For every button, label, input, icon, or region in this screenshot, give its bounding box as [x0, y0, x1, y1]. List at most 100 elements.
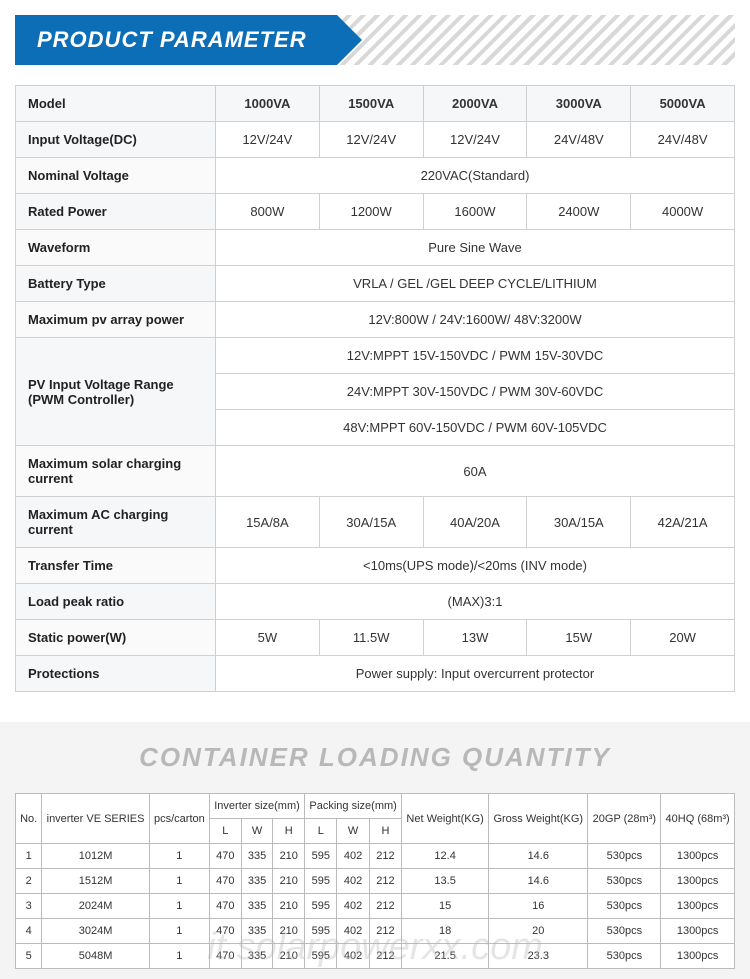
- spec-table: Model 1000VA 1500VA 2000VA 3000VA 5000VA…: [15, 85, 735, 692]
- loading-cell: 530pcs: [588, 944, 661, 969]
- loading-cell: 595: [305, 844, 337, 869]
- load-sub: L: [305, 819, 337, 844]
- spec-row-label: Waveform: [16, 230, 216, 266]
- loading-cell: 210: [273, 869, 305, 894]
- load-h-packsize: Packing size(mm): [305, 794, 402, 819]
- load-h-pcs: pcs/carton: [149, 794, 209, 844]
- spec-row-label: Static power(W): [16, 620, 216, 656]
- load-sub: W: [337, 819, 369, 844]
- spec-cell: 12V/24V: [319, 122, 423, 158]
- spec-cell: 4000W: [631, 194, 735, 230]
- spec-row-label: Maximum pv array power: [16, 302, 216, 338]
- loading-cell: 16: [489, 894, 588, 919]
- loading-cell: 1012M: [42, 844, 150, 869]
- spec-body: Input Voltage(DC)12V/24V12V/24V12V/24V24…: [16, 122, 735, 692]
- loading-cell: 13.5: [402, 869, 489, 894]
- loading-cell: 1: [149, 844, 209, 869]
- loading-cell: 21.5: [402, 944, 489, 969]
- loading-cell: 530pcs: [588, 894, 661, 919]
- spec-row-label: Maximum AC charging current: [16, 497, 216, 548]
- spec-cell-span: 60A: [216, 446, 735, 497]
- spec-header-col: 3000VA: [527, 86, 631, 122]
- spec-row: Input Voltage(DC)12V/24V12V/24V12V/24V24…: [16, 122, 735, 158]
- spec-header-model: Model: [16, 86, 216, 122]
- header-title-2: CONTAINER LOADING QUANTITY: [15, 742, 735, 773]
- loading-cell: 530pcs: [588, 844, 661, 869]
- spec-cell-span: 12V:MPPT 15V-150VDC / PWM 15V-30VDC: [216, 338, 735, 374]
- loading-cell: 402: [337, 844, 369, 869]
- spec-row: WaveformPure Sine Wave: [16, 230, 735, 266]
- spec-row: Maximum solar charging current60A: [16, 446, 735, 497]
- loading-cell: 12.4: [402, 844, 489, 869]
- loading-cell: 1: [149, 919, 209, 944]
- spec-cell: 15W: [527, 620, 631, 656]
- loading-cell: 5048M: [42, 944, 150, 969]
- load-h-20gp: 20GP (28m³): [588, 794, 661, 844]
- loading-cell: 4: [16, 919, 42, 944]
- loading-cell: 210: [273, 894, 305, 919]
- loading-cell: 23.3: [489, 944, 588, 969]
- spec-cell: 24V/48V: [527, 122, 631, 158]
- spec-row-label: Load peak ratio: [16, 584, 216, 620]
- spec-cell: 30A/15A: [319, 497, 423, 548]
- spec-cell: 24V/48V: [631, 122, 735, 158]
- loading-cell: 5: [16, 944, 42, 969]
- loading-cell: 470: [209, 919, 241, 944]
- loading-cell: 335: [241, 944, 273, 969]
- loading-cell: 212: [369, 869, 401, 894]
- spec-header-col: 1500VA: [319, 86, 423, 122]
- spec-row-label: Battery Type: [16, 266, 216, 302]
- load-h-series: inverter VE SERIES: [42, 794, 150, 844]
- loading-cell: 335: [241, 844, 273, 869]
- spec-row-label: Input Voltage(DC): [16, 122, 216, 158]
- spec-row-label: Rated Power: [16, 194, 216, 230]
- loading-cell: 335: [241, 919, 273, 944]
- loading-cell: 530pcs: [588, 869, 661, 894]
- loading-row: 55048M147033521059540221221.523.3530pcs1…: [16, 944, 735, 969]
- spec-cell: 800W: [216, 194, 320, 230]
- spec-row-label: Protections: [16, 656, 216, 692]
- loading-cell: 470: [209, 944, 241, 969]
- spec-row-label: PV Input Voltage Range (PWM Controller): [16, 338, 216, 446]
- loading-cell: 18: [402, 919, 489, 944]
- spec-row-label: Nominal Voltage: [16, 158, 216, 194]
- loading-cell: 1: [149, 869, 209, 894]
- loading-cell: 1300pcs: [661, 844, 735, 869]
- loading-cell: 210: [273, 919, 305, 944]
- loading-cell: 212: [369, 844, 401, 869]
- loading-row: 21512M147033521059540221213.514.6530pcs1…: [16, 869, 735, 894]
- load-h-invsize: Inverter size(mm): [209, 794, 304, 819]
- header-title-1: PRODUCT PARAMETER: [15, 15, 337, 65]
- loading-cell: 470: [209, 869, 241, 894]
- spec-cell: 12V/24V: [216, 122, 320, 158]
- spec-row: Static power(W)5W11.5W13W15W20W: [16, 620, 735, 656]
- loading-cell: 335: [241, 869, 273, 894]
- loading-cell: 210: [273, 944, 305, 969]
- loading-cell: 402: [337, 919, 369, 944]
- spec-cell-span: VRLA / GEL /GEL DEEP CYCLE/LITHIUM: [216, 266, 735, 302]
- loading-cell: 470: [209, 844, 241, 869]
- spec-cell-span: 48V:MPPT 60V-150VDC / PWM 60V-105VDC: [216, 410, 735, 446]
- spec-row-label: Transfer Time: [16, 548, 216, 584]
- loading-cell: 14.6: [489, 869, 588, 894]
- loading-cell: 2024M: [42, 894, 150, 919]
- spec-cell: 20W: [631, 620, 735, 656]
- loading-cell: 530pcs: [588, 919, 661, 944]
- loading-cell: 1: [149, 894, 209, 919]
- load-h-40hq: 40HQ (68m³): [661, 794, 735, 844]
- loading-cell: 595: [305, 894, 337, 919]
- loading-cell: 1: [16, 844, 42, 869]
- loading-cell: 20: [489, 919, 588, 944]
- spec-cell: 13W: [423, 620, 527, 656]
- load-h-net: Net Weight(KG): [402, 794, 489, 844]
- load-sub: L: [209, 819, 241, 844]
- loading-cell: 210: [273, 844, 305, 869]
- loading-cell: 1300pcs: [661, 894, 735, 919]
- spec-row: ProtectionsPower supply: Input overcurre…: [16, 656, 735, 692]
- spec-cell: 40A/20A: [423, 497, 527, 548]
- loading-cell: 14.6: [489, 844, 588, 869]
- spec-row-label: Maximum solar charging current: [16, 446, 216, 497]
- container-loading-section: CONTAINER LOADING QUANTITY No. inverter …: [0, 722, 750, 979]
- loading-cell: 212: [369, 894, 401, 919]
- loading-cell: 15: [402, 894, 489, 919]
